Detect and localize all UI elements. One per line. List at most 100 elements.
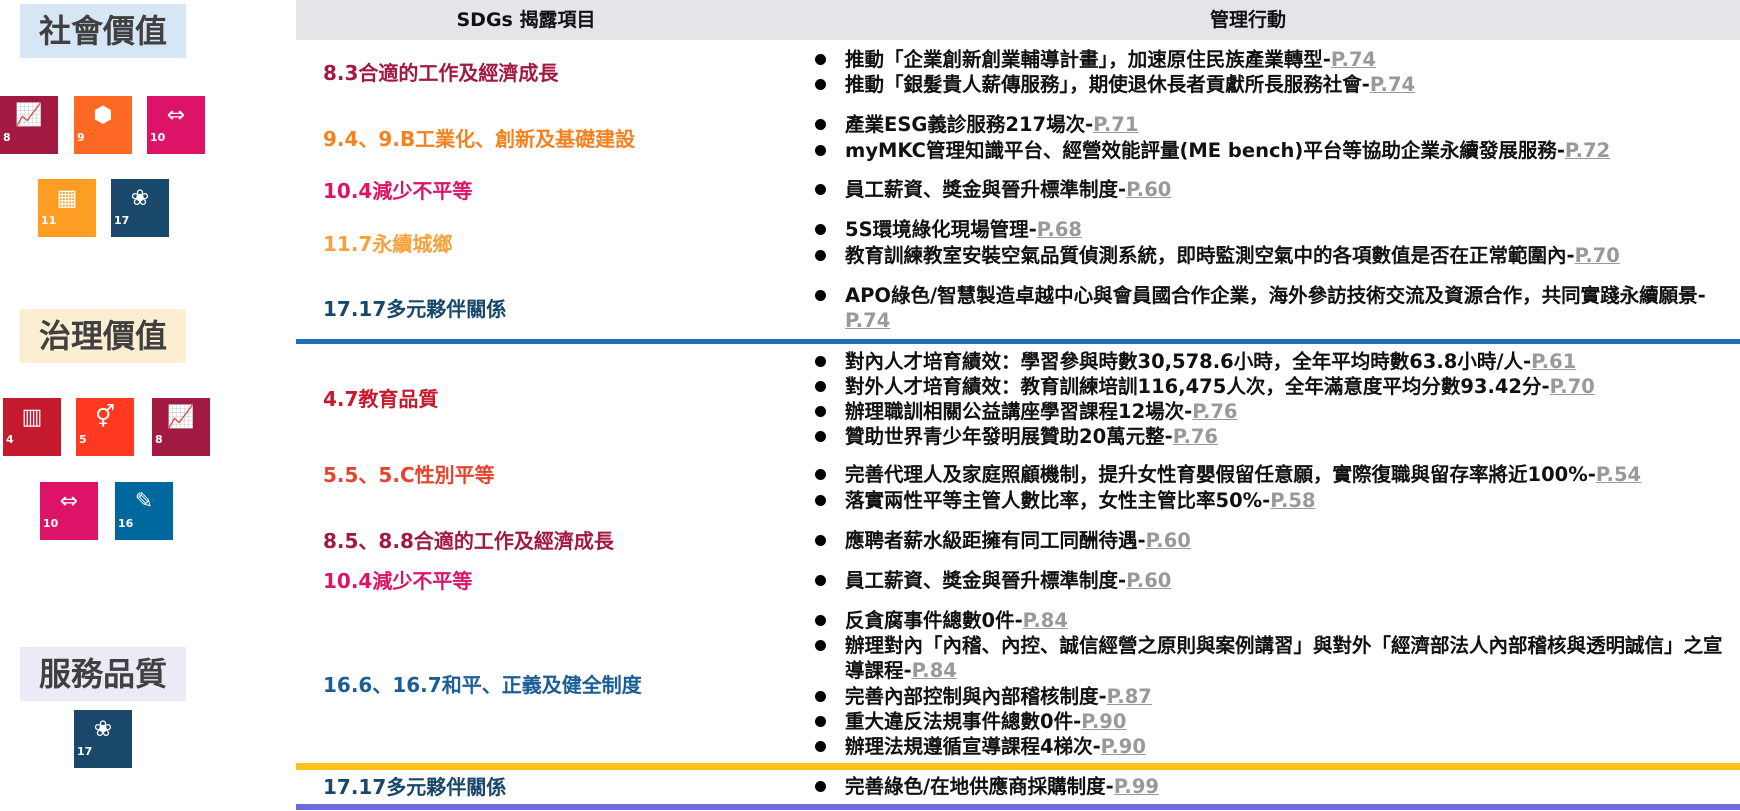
action-text: 推動「企業創新創業輔導計畫」，加速原住民族產業轉型-P.74 <box>845 48 1377 71</box>
column-header-sdgs: SDGs 揭露項目 <box>456 9 596 31</box>
action-text: 5S環境綠化現場管理-P.68 <box>845 218 1082 241</box>
sdg-number: 8 <box>3 131 11 144</box>
action-text: 教育訓練教室安裝空氣品質偵測系統，即時監測空氣中的各項數值是否在正常範圍內-P.… <box>845 244 1620 267</box>
sdg-number: 8 <box>155 433 163 446</box>
page-reference-link[interactable]: P.68 <box>1036 218 1082 241</box>
education-book-icon: ▥ <box>21 405 43 430</box>
page-reference-link[interactable]: P.61 <box>1531 350 1577 373</box>
sdg-number: 17 <box>114 214 130 227</box>
sdg-9-tile: ⬢ 9 <box>74 96 132 154</box>
section-divider-service <box>296 804 1740 810</box>
page-reference-link[interactable]: P.76 <box>1192 400 1238 423</box>
action-text: 完善內部控制與內部稽核制度-P.87 <box>845 685 1152 708</box>
action-item: 辦理對內「內稽、內控、誠信經營之原則與案例講習」與對外「經濟部法人內部稽核與透明… <box>815 633 1737 683</box>
action-text: 應聘者薪水級距擁有同工同酬待遇-P.60 <box>845 529 1191 552</box>
sdg-number: 9 <box>77 131 85 144</box>
action-item: 反貪腐事件總數0件-P.84 <box>815 608 1737 633</box>
action-item: 員工薪資、獎金與晉升標準制度-P.60 <box>815 177 1737 202</box>
page-reference-link[interactable]: P.90 <box>1081 710 1127 733</box>
column-header-actions: 管理行動 <box>1209 9 1286 31</box>
page-reference-link[interactable]: P.60 <box>1145 529 1191 552</box>
sdg-11-tile: ▦ 11 <box>38 179 96 237</box>
action-text: myMKC管理知識平台、經營效能評量(ME bench)平台等協助企業永續發展服… <box>845 139 1611 162</box>
action-text: 落實兩性平等主管人數比率，女性主管比率50%-P.58 <box>845 489 1316 512</box>
partnership-flower-icon: ❀ <box>93 717 113 742</box>
action-text: 推動「銀髮貴人薪傳服務」，期使退休長者貢獻所長服務社會-P.74 <box>845 73 1416 96</box>
sdg-10-tile: ⇔ 10 <box>147 96 205 154</box>
reduced-inequality-icon: ⇔ <box>59 489 79 514</box>
action-text: 反貪腐事件總數0件-P.84 <box>845 609 1068 632</box>
action-text: 完善綠色/在地供應商採購制度-P.99 <box>845 775 1159 798</box>
partnership-flower-icon: ❀ <box>130 186 150 211</box>
action-text: 完善代理人及家庭照顧機制，提升女性育嬰假留任意願，實際復職與留存率將近100%-… <box>845 463 1642 486</box>
action-item: 5S環境綠化現場管理-P.68 <box>815 217 1737 242</box>
page-reference-link[interactable]: P.76 <box>1172 425 1218 448</box>
action-item: myMKC管理知識平台、經營效能評量(ME bench)平台等協助企業永續發展服… <box>815 138 1737 163</box>
sdg-number: 11 <box>41 214 57 227</box>
sdg-5-tile: ⚥ 5 <box>76 398 134 456</box>
section-title-governance: 治理價值 <box>20 309 186 363</box>
page-reference-link[interactable]: P.60 <box>1126 178 1172 201</box>
action-text: 重大違反法規事件總數0件-P.90 <box>845 710 1127 733</box>
page-reference-link[interactable]: P.84 <box>1022 609 1068 632</box>
sdg-goal-label: 16.6、16.7和平、正義及健全制度 <box>323 673 642 697</box>
page-reference-link[interactable]: P.60 <box>1126 569 1172 592</box>
sdg-8-tile: 📈 8 <box>0 96 58 154</box>
sdg-goal-label: 11.7永續城鄉 <box>323 232 453 256</box>
gender-symbol-icon: ⚥ <box>95 405 115 430</box>
section-title-service: 服務品質 <box>20 647 186 701</box>
page-reference-link[interactable]: P.70 <box>1574 244 1620 267</box>
sdg-10-tile: ⇔ 10 <box>40 482 98 540</box>
page-reference-link[interactable]: P.70 <box>1549 375 1595 398</box>
city-buildings-icon: ▦ <box>56 186 78 211</box>
page-reference-link[interactable]: P.90 <box>1100 735 1146 758</box>
page-reference-link[interactable]: P.74 <box>1369 73 1416 96</box>
page-reference-link[interactable]: P.87 <box>1106 685 1152 708</box>
growth-chart-icon: 📈 <box>15 103 43 128</box>
sdg-number: 10 <box>150 131 166 144</box>
section-title-social: 社會價值 <box>20 4 186 58</box>
sdg-goal-label: 4.7教育品質 <box>323 387 439 411</box>
page-reference-link[interactable]: P.54 <box>1595 463 1642 486</box>
sdg-number: 17 <box>77 745 93 758</box>
action-item: 對外人才培育績效：教育訓練培訓116,475人次，全年滿意度平均分數93.42分… <box>815 374 1737 399</box>
sdg-goal-label: 9.4、9.B工業化、創新及基礎建設 <box>323 127 636 151</box>
action-text: 贊助世界青少年發明展贊助20萬元整-P.76 <box>845 425 1218 448</box>
peace-dove-icon: ✎ <box>134 489 154 514</box>
sdg-goal-label: 8.5、8.8合適的工作及經濟成長 <box>323 529 614 553</box>
action-item: 辦理法規遵循宣導課程4梯次-P.90 <box>815 734 1737 759</box>
sdg-goal-label: 8.3合適的工作及經濟成長 <box>323 61 559 85</box>
sdg-number: 16 <box>118 517 134 530</box>
action-text: APO綠色/智慧製造卓越中心與會員國合作企業，海外參訪技術交流及資源合作，共同實… <box>845 284 1706 332</box>
sdg-number: 4 <box>6 433 14 446</box>
industry-cubes-icon: ⬢ <box>93 103 113 128</box>
action-text: 對內人才培育績效：學習參與時數30,578.6小時，全年平均時數63.8小時/人… <box>845 350 1577 373</box>
action-text: 辦理法規遵循宣導課程4梯次-P.90 <box>845 735 1146 758</box>
action-text: 產業ESG義診服務217場次-P.71 <box>845 113 1139 136</box>
action-text: 辦理職訓相關公益講座學習課程12場次-P.76 <box>845 400 1238 423</box>
reduced-inequality-icon: ⇔ <box>166 103 186 128</box>
action-item: 完善綠色/在地供應商採購制度-P.99 <box>815 774 1737 799</box>
action-item: 產業ESG義診服務217場次-P.71 <box>815 112 1737 137</box>
sdg-goal-label: 10.4減少不平等 <box>323 569 473 593</box>
page-reference-link[interactable]: P.74 <box>1330 48 1377 71</box>
action-item: 重大違反法規事件總數0件-P.90 <box>815 709 1737 734</box>
page-reference-link[interactable]: P.58 <box>1270 489 1316 512</box>
action-item: 完善內部控制與內部稽核制度-P.87 <box>815 684 1737 709</box>
page-reference-link[interactable]: P.74 <box>845 309 891 332</box>
action-item: APO綠色/智慧製造卓越中心與會員國合作企業，海外參訪技術交流及資源合作，共同實… <box>815 283 1737 333</box>
action-item: 落實兩性平等主管人數比率，女性主管比率50%-P.58 <box>815 488 1737 513</box>
growth-chart-icon: 📈 <box>167 405 195 430</box>
action-item: 贊助世界青少年發明展贊助20萬元整-P.76 <box>815 424 1737 449</box>
page-reference-link[interactable]: P.72 <box>1564 139 1611 162</box>
page-reference-link[interactable]: P.99 <box>1113 775 1159 798</box>
action-item: 辦理職訓相關公益講座學習課程12場次-P.76 <box>815 399 1737 424</box>
action-item: 推動「企業創新創業輔導計畫」，加速原住民族產業轉型-P.74 <box>815 47 1737 72</box>
page-reference-link[interactable]: P.71 <box>1093 113 1139 136</box>
sdg-4-tile: ▥ 4 <box>3 398 61 456</box>
action-item: 員工薪資、獎金與晉升標準制度-P.60 <box>815 568 1737 593</box>
sdg-number: 5 <box>79 433 87 446</box>
page-reference-link[interactable]: P.84 <box>911 659 957 682</box>
action-text: 員工薪資、獎金與晉升標準制度-P.60 <box>845 569 1172 592</box>
sdg-number: 10 <box>43 517 59 530</box>
